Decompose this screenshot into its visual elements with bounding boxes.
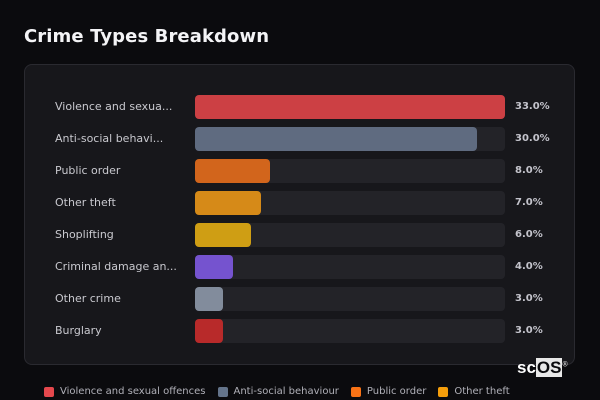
legend-label: Other theft [454, 386, 510, 397]
legend-label: Public order [366, 386, 427, 397]
bar-fill[interactable] [195, 319, 224, 343]
bar-track [195, 287, 505, 311]
legend-swatch [44, 386, 54, 397]
logo-text: sc [517, 358, 536, 377]
scos-logo: scOS® [517, 358, 568, 378]
bar-label: Violence and sexua... [55, 100, 173, 113]
bar-label: Anti-social behavi... [55, 132, 164, 145]
bar-label: Public order [55, 164, 121, 177]
bar-value: 6.0% [515, 229, 543, 240]
bar-track [195, 223, 505, 247]
bar-fill[interactable] [195, 223, 252, 247]
legend-swatch [438, 386, 449, 397]
bar-row[interactable]: Other theft 7.0% [25, 191, 574, 215]
bar-track [195, 319, 505, 343]
bar-track [195, 159, 505, 183]
bar-label: Other crime [55, 292, 121, 305]
bar-fill[interactable] [195, 127, 477, 151]
registered-mark: ® [562, 361, 568, 369]
bar-value: 3.0% [515, 293, 543, 304]
bar-label: Criminal damage an... [55, 260, 177, 273]
bar-row[interactable]: Other crime 3.0% [25, 287, 574, 311]
bar-fill[interactable] [195, 287, 224, 311]
legend-label: Anti-social behaviour [233, 386, 339, 397]
legend-label: Violence and sexual offences [60, 386, 206, 397]
bar-label: Burglary [55, 324, 102, 337]
legend-item[interactable]: Violence and sexual offences [44, 386, 206, 397]
bar-value: 8.0% [515, 165, 543, 176]
chart-title: Crime Types Breakdown [24, 26, 270, 47]
bar-value: 30.0% [515, 133, 550, 144]
bar-row[interactable]: Shoplifting 6.0% [25, 223, 574, 247]
bar-track [195, 191, 505, 215]
bar-track [195, 255, 505, 279]
bar-row[interactable]: Public order 8.0% [25, 159, 574, 183]
bar-row[interactable]: Violence and sexua... 33.0% [25, 95, 574, 119]
bar-fill[interactable] [195, 159, 271, 183]
bar-value: 33.0% [515, 101, 550, 112]
bar-value: 7.0% [515, 197, 543, 208]
bar-fill[interactable] [195, 95, 505, 119]
legend-item[interactable]: Other theft [438, 386, 510, 397]
bar-row[interactable]: Criminal damage an... 4.0% [25, 255, 574, 279]
bar-label: Shoplifting [55, 228, 114, 241]
chart-card: Violence and sexua... 33.0% Anti-social be… [24, 64, 575, 365]
bar-track [195, 127, 505, 151]
legend-item[interactable]: Anti-social behaviour [217, 386, 339, 397]
bar-value: 3.0% [515, 325, 543, 336]
logo-text-os: OS [535, 358, 563, 377]
legend: Violence and sexual offences Anti-social … [44, 386, 510, 397]
legend-swatch [217, 386, 228, 397]
bar-row[interactable]: Anti-social behavi... 30.0% [25, 127, 574, 151]
bar-track [195, 95, 505, 119]
bar-row[interactable]: Burglary 3.0% [25, 319, 574, 343]
legend-swatch [350, 386, 361, 397]
bar-fill[interactable] [195, 191, 261, 215]
bar-fill[interactable] [195, 255, 233, 279]
bar-value: 4.0% [515, 261, 543, 272]
legend-item[interactable]: Public order [350, 386, 427, 397]
bar-label: Other theft [55, 196, 116, 209]
